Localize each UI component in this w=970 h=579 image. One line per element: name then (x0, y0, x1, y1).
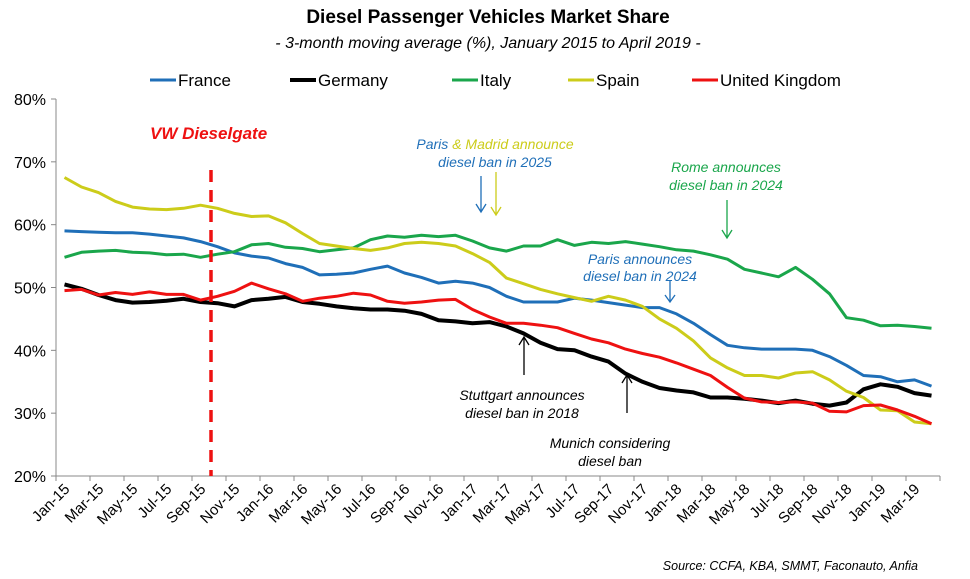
paris-annotation-line2: diesel ban in 2024 (583, 268, 697, 284)
y-tick-label: 50% (14, 281, 46, 298)
munich-arrow-icon (621, 373, 633, 413)
rome-annotation-line1: Rome announces (671, 159, 781, 175)
chart-subtitle: - 3-month moving average (%), January 20… (275, 35, 700, 52)
series-line-france (64, 229, 933, 388)
madrid-arrow-icon (490, 172, 502, 217)
source-note: Source: CCFA, KBA, SMMT, Faconauto, Anfi… (663, 559, 918, 573)
paris-annotation-line1: Paris announces (588, 251, 692, 267)
legend: France Germany Italy Spain United Kingdom (150, 71, 841, 90)
x-tick-label: Mar-19 (878, 481, 924, 527)
paris-madrid-annotation: Paris & Madrid announce (416, 136, 573, 152)
rome-annotation-line2: diesel ban in 2024 (669, 177, 783, 193)
legend-label: Spain (596, 71, 639, 90)
legend-label: Italy (480, 71, 512, 90)
y-tick-label: 20% (14, 469, 46, 486)
legend-label: Germany (318, 71, 388, 90)
paris-madrid-line2: diesel ban in 2025 (438, 154, 552, 170)
series-line-italy (64, 233, 932, 330)
legend-label: France (178, 71, 231, 90)
munich-annotation-line2: diesel ban (578, 453, 642, 469)
series-line-united-kingdom (64, 281, 933, 426)
stuttgart-annotation-line1: Stuttgart announces (459, 387, 584, 403)
dieselgate-label: VW Dieselgate (150, 124, 267, 143)
rome-arrow-icon (721, 200, 733, 240)
stuttgart-arrow-icon (518, 335, 530, 375)
munich-annotation-line1: Munich considering (550, 435, 671, 451)
legend-label: United Kingdom (720, 71, 841, 90)
paris-madrid-part2: & Madrid announce (452, 136, 574, 152)
series-lines (63, 176, 933, 426)
chart-title: Diesel Passenger Vehicles Market Share (306, 7, 669, 28)
y-tick-label: 30% (14, 406, 46, 423)
y-tick-label: 70% (14, 155, 46, 172)
y-tick-label: 80% (14, 92, 46, 109)
paris-2024-arrow-icon (664, 280, 676, 304)
series-line-spain (63, 176, 932, 426)
stuttgart-annotation-line2: diesel ban in 2018 (465, 405, 579, 421)
y-tick-label: 40% (14, 343, 46, 360)
paris-arrow-icon (475, 176, 487, 214)
paris-madrid-part1: Paris (416, 136, 448, 152)
y-tick-label: 60% (14, 218, 46, 235)
